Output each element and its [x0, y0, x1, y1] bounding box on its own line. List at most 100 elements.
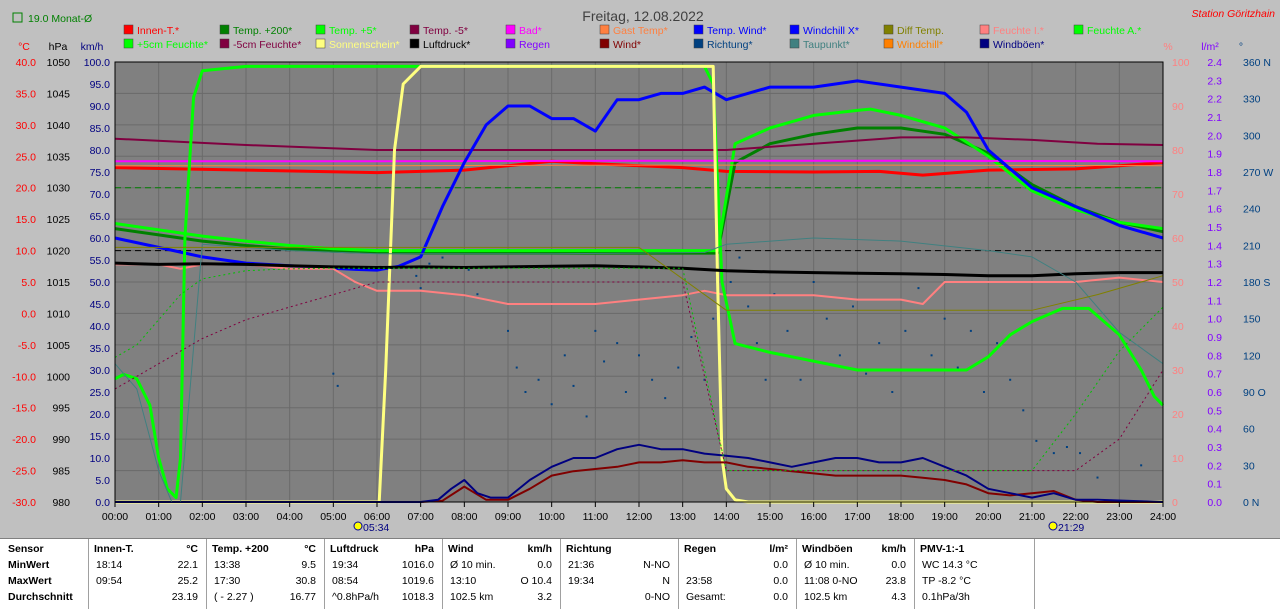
direction-point [524, 391, 527, 393]
stat-column-title: Regen [684, 543, 717, 555]
legend-label: Bad* [519, 25, 542, 37]
stat-column: Richtung 21:36 N-NO 19:34 N 0-NO [560, 539, 679, 609]
stat-cell-label: 17:30 [214, 575, 241, 587]
y-tick-radiation: 0.8 [1207, 350, 1222, 362]
legend-label: Wind* [613, 39, 641, 51]
row-label-min: MinWert [8, 559, 50, 571]
direction-point [851, 305, 854, 308]
direction-point [419, 287, 422, 290]
y-axis-label-radiation: l/m² [1201, 41, 1219, 53]
direction-point [891, 391, 894, 393]
y-tick-temp: 35.0 [16, 88, 37, 100]
direction-point [838, 354, 841, 357]
row-label-sensor: Sensor [8, 543, 44, 555]
legend-label: Innen-T.* [137, 25, 179, 37]
legend-label: Windböen* [993, 39, 1044, 51]
direction-point [904, 329, 907, 332]
y-tick-pressure: 1025 [47, 214, 71, 226]
legend-swatch [315, 38, 326, 49]
y-tick-wind: 70.0 [90, 189, 111, 201]
y-tick-pressure: 1020 [47, 246, 71, 258]
stat-cell-label: ^0.8hPa/h [332, 591, 379, 603]
direction-point [594, 329, 597, 332]
legend-swatch [979, 38, 990, 49]
legend-label: Regen [519, 39, 550, 51]
series-lines [114, 64, 1165, 504]
stat-column-title: Wind [448, 543, 474, 555]
legend-swatch [599, 24, 610, 35]
stat-cell-label: 13:38 [214, 559, 241, 571]
y-tick-direction: 330 [1243, 94, 1261, 106]
direction-point [638, 354, 640, 357]
stat-cell-value: 1018.3 [401, 591, 434, 603]
series-line [115, 443, 1164, 503]
y-tick-direction: 210 [1243, 240, 1261, 252]
stat-cell-value: 0.0 [773, 591, 788, 603]
stat-cell-value: 0.0 [773, 575, 788, 587]
x-tick-label: 06:00 [364, 511, 390, 523]
series-line [115, 263, 1164, 305]
row-label-avg: Durchschnitt [8, 591, 73, 603]
direction-point [664, 397, 667, 400]
row-labels-column: Sensor MinWert MaxWert Durchschnitt [0, 539, 89, 609]
legend-swatch [693, 38, 704, 49]
series-line [114, 79, 1164, 272]
series-line [115, 164, 1164, 167]
legend-swatch [315, 24, 326, 35]
x-tick-label: 10:00 [539, 511, 565, 523]
y-tick-humidity: 80 [1172, 145, 1184, 157]
stat-column: Windböen km/h Ø 10 min. 0.0 11:08 0-NO 23.8 10… [796, 539, 915, 609]
direction-point [332, 372, 335, 375]
y-tick-temp: -10.0 [12, 371, 36, 383]
direction-point [572, 384, 575, 387]
x-tick-label: 18:00 [888, 511, 914, 523]
stat-column: Luftdruck hPa 19:34 1016.0 08:54 1019.6 ^0.8hP… [324, 539, 443, 609]
stat-cell-value: 9.5 [301, 559, 316, 571]
legend-label: Richtung* [707, 39, 753, 51]
y-tick-direction: 180 S [1243, 277, 1270, 289]
series-line [114, 281, 1164, 472]
stat-cell-label: TP -8.2 °C [922, 575, 971, 587]
direction-point [467, 268, 470, 271]
x-tick-label: 24:00 [1150, 511, 1176, 523]
stat-cell-label: WC 14.3 °C [922, 559, 978, 571]
legend-swatch [219, 24, 230, 35]
legend-label: Feuchte I.* [993, 25, 1044, 37]
direction-point [825, 317, 828, 320]
y-tick-humidity: 90 [1172, 101, 1184, 113]
stat-cell-label: 0.1hPa/3h [922, 591, 970, 603]
stat-column-title: Innen-T. [94, 543, 134, 555]
x-tick-label: 05:00 [320, 511, 346, 523]
x-tick-label: 01:00 [146, 511, 172, 523]
direction-point [1009, 378, 1012, 381]
stat-cell-label: ( - 2.27 ) [214, 591, 254, 603]
x-tick-label: 02:00 [189, 511, 215, 523]
stat-cell-value: 3.2 [537, 591, 552, 603]
row-label-max: MaxWert [8, 575, 52, 587]
y-tick-radiation: 1.0 [1207, 314, 1222, 326]
y-tick-radiation: 0.7 [1207, 369, 1222, 381]
y-tick-radiation: 0.3 [1207, 442, 1222, 454]
direction-point [476, 293, 479, 296]
y-tick-direction: 0 N [1243, 497, 1259, 509]
legend-label: Temp. Wind* [707, 25, 767, 37]
y-tick-radiation: 0.4 [1207, 424, 1222, 436]
stat-column: PMV-1:-1 WC 14.3 °C TP -8.2 °C 0.1hPa/3h [914, 539, 1035, 609]
y-axis-label-direction: ° [1239, 41, 1243, 53]
y-tick-radiation: 0.2 [1207, 460, 1222, 472]
legend-swatch [409, 24, 420, 35]
legend-label: Windchill* [897, 39, 943, 51]
x-tick-label: 03:00 [233, 511, 259, 523]
y-tick-temp: 25.0 [16, 151, 37, 163]
y-tick-wind: 25.0 [90, 387, 111, 399]
direction-point [712, 317, 715, 320]
y-tick-temp: -15.0 [12, 403, 36, 415]
y-tick-radiation: 2.3 [1207, 75, 1222, 87]
y-tick-direction: 90 O [1243, 387, 1266, 399]
y-tick-pressure: 985 [52, 466, 70, 478]
y-tick-pressure: 1050 [47, 57, 71, 69]
y-tick-direction: 240 [1243, 204, 1261, 216]
legend-swatch [883, 38, 894, 49]
weather-chart: 00:00 01:00 02:00 03:00 04:00 05:00 06:00 07:00… [12, 8, 1276, 534]
series-line [114, 107, 1164, 253]
